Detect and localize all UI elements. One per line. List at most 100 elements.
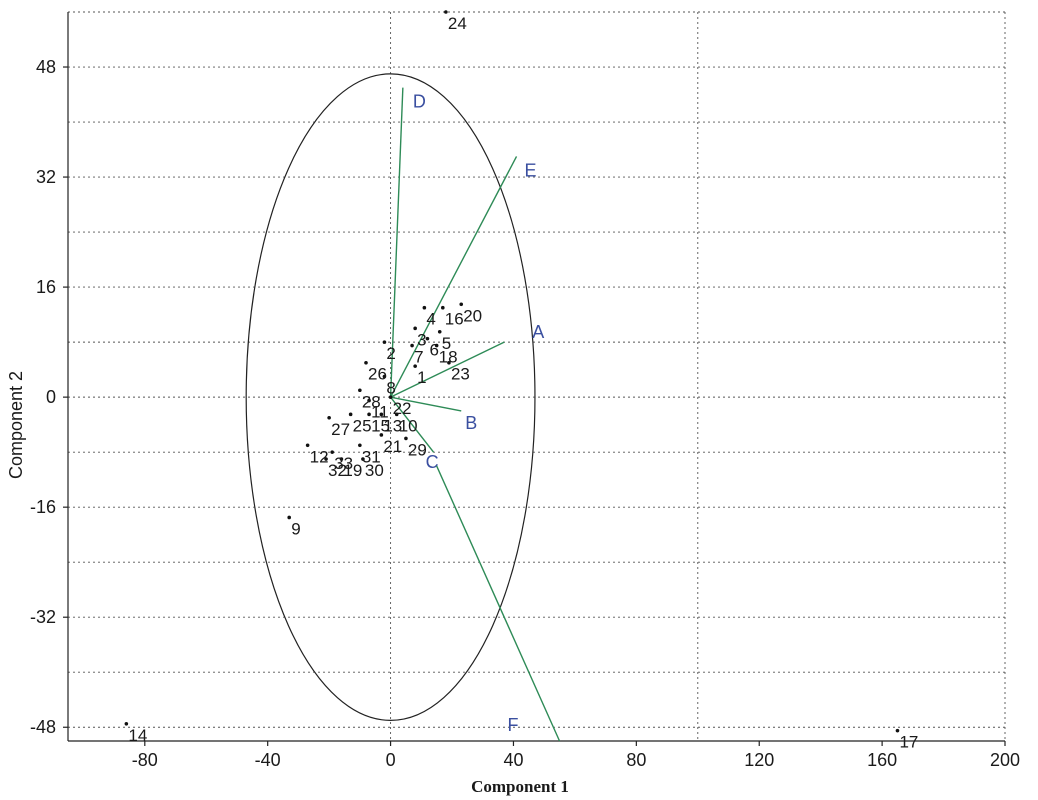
y-axis-title: Component 2 xyxy=(6,371,26,479)
vector-label-a: A xyxy=(532,322,544,342)
point-label-33: 33 xyxy=(334,454,353,473)
point-label-19: 19 xyxy=(343,461,362,480)
score-point-10 xyxy=(394,412,399,417)
point-label-13: 13 xyxy=(383,416,402,435)
gridlines xyxy=(68,11,1006,741)
score-point-5 xyxy=(437,329,442,334)
vector-label-c: C xyxy=(426,452,439,472)
point-label-11: 11 xyxy=(371,403,389,422)
vector-label-b: B xyxy=(465,413,477,433)
point-label-25: 25 xyxy=(353,416,372,435)
point-label-4: 4 xyxy=(426,310,435,329)
score-point-32 xyxy=(324,457,328,461)
y-tick-label: 0 xyxy=(46,387,56,407)
y-tick-label: 32 xyxy=(36,167,56,187)
point-label-29: 29 xyxy=(408,440,427,459)
point-label-2: 2 xyxy=(386,344,395,363)
point-label-24: 24 xyxy=(448,14,467,33)
score-point-29 xyxy=(404,436,408,441)
point-label-15: 15 xyxy=(371,416,390,435)
score-point-4 xyxy=(422,305,427,310)
vector-label-e: E xyxy=(525,160,537,180)
point-label-20: 20 xyxy=(463,306,482,325)
point-label-27: 27 xyxy=(331,420,350,439)
point-label-12: 12 xyxy=(310,447,329,466)
score-point-3 xyxy=(413,326,417,331)
point-label-30: 30 xyxy=(365,461,384,480)
score-point-15 xyxy=(367,412,371,417)
y-tick-label: -16 xyxy=(30,497,56,517)
vector-label-d: D xyxy=(413,92,426,112)
point-label-7: 7 xyxy=(414,348,423,367)
point-label-8: 8 xyxy=(386,379,395,398)
loading-vectors: A B C D E F xyxy=(389,87,561,742)
score-point-12 xyxy=(305,443,310,448)
score-point-9 xyxy=(287,515,291,520)
point-label-32: 32 xyxy=(328,461,347,480)
point-label-17: 17 xyxy=(899,733,918,752)
score-point-11 xyxy=(367,398,371,403)
point-label-1: 1 xyxy=(417,368,426,387)
score-point-2 xyxy=(382,340,387,344)
x-tick-label: 40 xyxy=(503,750,523,770)
score-point-26 xyxy=(364,360,368,365)
score-point-14 xyxy=(124,722,129,726)
y-tick-label: -48 xyxy=(30,717,56,737)
score-point-23 xyxy=(447,360,451,365)
x-tick-label: 200 xyxy=(990,750,1020,770)
point-label-18: 18 xyxy=(439,348,458,367)
point-label-28: 28 xyxy=(362,392,381,411)
axes xyxy=(63,12,1006,746)
correlation-circle xyxy=(245,73,536,721)
point-label-26: 26 xyxy=(368,365,387,384)
y-tick-label: 16 xyxy=(36,277,56,297)
point-label-6: 6 xyxy=(429,341,438,360)
point-label-23: 23 xyxy=(451,365,470,384)
x-tick-label: 80 xyxy=(626,750,646,770)
vector-label-f: F xyxy=(508,715,519,735)
score-point-21 xyxy=(379,433,384,437)
point-label-22: 22 xyxy=(393,399,412,418)
point-label-21: 21 xyxy=(383,437,402,456)
score-points: 1234567891011121314151617181920212223242… xyxy=(124,10,918,752)
score-point-27 xyxy=(327,415,331,420)
loading-vector-f xyxy=(436,465,561,742)
point-label-5: 5 xyxy=(442,334,451,353)
score-point-22 xyxy=(388,395,393,399)
score-point-31 xyxy=(358,443,362,448)
loading-vector-b xyxy=(390,396,462,412)
score-point-1 xyxy=(413,364,417,368)
y-tick-label: -32 xyxy=(30,607,56,627)
y-tick-label: 48 xyxy=(36,57,56,77)
loading-vector-c xyxy=(390,396,435,453)
point-label-14: 14 xyxy=(128,726,147,745)
score-point-24 xyxy=(444,10,448,14)
point-label-31: 31 xyxy=(362,447,381,466)
score-point-6 xyxy=(425,336,430,341)
score-point-13 xyxy=(379,412,384,417)
score-point-20 xyxy=(459,302,464,307)
score-point-28 xyxy=(358,388,362,393)
x-tick-label: -80 xyxy=(132,750,158,770)
score-point-19 xyxy=(339,457,344,461)
x-tick-label: 0 xyxy=(386,750,396,770)
point-label-3: 3 xyxy=(417,330,426,349)
score-point-7 xyxy=(410,343,414,348)
correlation-circle-layer xyxy=(245,73,536,721)
loading-vector-e xyxy=(389,156,518,398)
x-axis-title: Component 1 xyxy=(471,777,569,796)
score-point-8 xyxy=(382,374,387,379)
score-point-33 xyxy=(330,450,335,454)
x-tick-label: 120 xyxy=(744,750,774,770)
score-point-25 xyxy=(348,412,353,417)
point-label-10: 10 xyxy=(399,416,418,435)
loading-vector-d xyxy=(389,87,404,398)
point-label-16: 16 xyxy=(445,310,464,329)
point-label-9: 9 xyxy=(291,519,300,538)
score-point-18 xyxy=(434,343,439,348)
loading-vector-a xyxy=(390,341,505,398)
score-point-30 xyxy=(361,457,365,461)
score-point-17 xyxy=(895,728,900,733)
